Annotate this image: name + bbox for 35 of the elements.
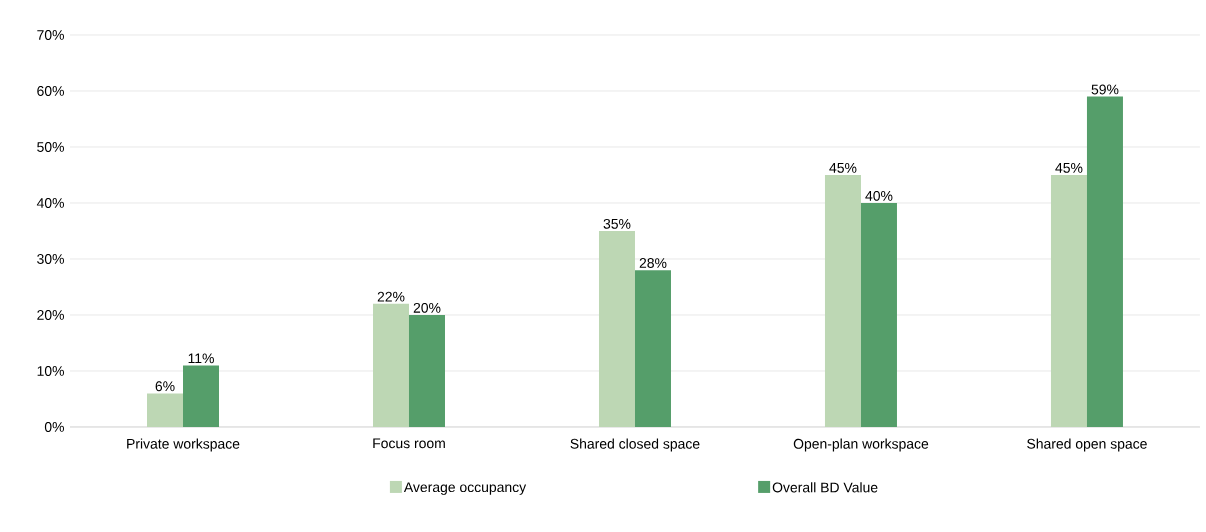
bar (598, 230, 635, 427)
bar (183, 365, 220, 427)
data-label: 40% (865, 190, 893, 201)
legend-label: Overall BD Value (772, 482, 878, 493)
data-label: 11% (188, 353, 214, 364)
bar (634, 270, 671, 427)
x-tick-label: Shared open space (1027, 438, 1147, 452)
data-label: 20% (413, 302, 441, 313)
bar (373, 303, 409, 427)
data-label: 28% (639, 258, 667, 268)
data-label: 35% (603, 218, 631, 229)
y-tick-label: 40% (36, 198, 64, 208)
data-label: 59% (1091, 84, 1119, 95)
y-tick-label: 20% (37, 310, 64, 320)
x-tick-label: Private workspace (127, 438, 240, 452)
x-tick-label: Open-plan workspace (793, 438, 929, 452)
data-label: 45% (1055, 162, 1083, 173)
bar (824, 174, 861, 427)
bar (147, 393, 184, 427)
bar (1050, 174, 1087, 427)
y-tick-label: 30% (37, 254, 64, 264)
y-tick-label: 10% (37, 366, 64, 376)
legend-label: Average occupancy (403, 482, 527, 495)
data-label: 6% (155, 381, 175, 392)
bar (409, 314, 445, 427)
data-label: 45% (829, 162, 857, 173)
x-tick-label: Shared closed space (570, 438, 700, 452)
bar (860, 202, 897, 427)
x-tick-label: Focus room (373, 438, 445, 449)
y-tick-label: 70% (37, 30, 64, 40)
data-label: 22% (377, 291, 405, 302)
y-tick-label: 50% (37, 142, 64, 152)
bar (1086, 96, 1123, 427)
y-tick-label: 60% (37, 86, 64, 96)
y-tick-label: 0% (44, 422, 64, 432)
